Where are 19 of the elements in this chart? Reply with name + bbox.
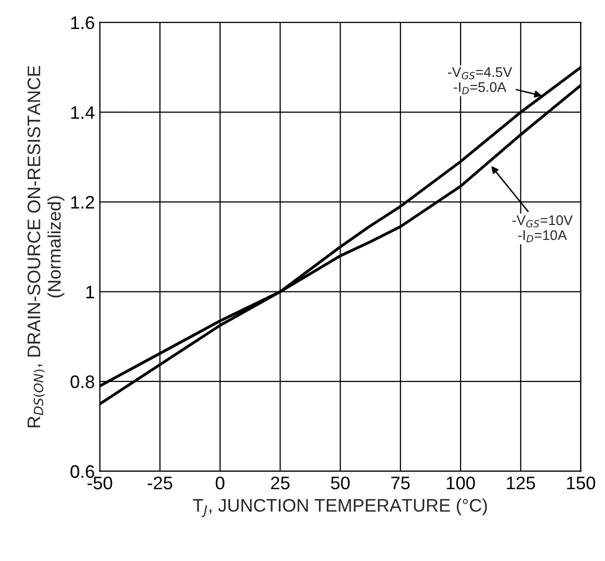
x-tick-label: 75 [391, 476, 410, 490]
x-axis-title: T$_{J}$, JUNCTION TEMPERATURE (°C) [192, 498, 487, 518]
series-label: -V$_{GS}$=4.5V -I$_{D}$=5.0A [448, 67, 512, 94]
x-tick-label: 150 [567, 476, 596, 490]
x-tick-label: 50 [330, 476, 350, 490]
x-tick-label: 25 [271, 476, 290, 490]
text: -V$_{GS}$=10V -I$_{D}$=10A [512, 215, 573, 242]
x-tick-label: 125 [506, 476, 535, 490]
x-tick-label: -25 [148, 476, 172, 490]
x-tick-label: 100 [446, 476, 475, 490]
y-tick-label: 1.4 [71, 106, 94, 119]
y-tick-label: 0.6 [70, 465, 94, 478]
y-tick-label: 1.2 [71, 196, 94, 208]
y-tick-label: 1 [86, 286, 94, 298]
x-tick-label: -50 [88, 476, 112, 490]
x-tick-label: 0 [216, 476, 224, 490]
y-axis-title: R$_{DS(ON)}$, DRAIN-SOURCE ON-RESISTANCE (Normalized) [28, 66, 64, 428]
y-tick-label: 0.8 [70, 375, 94, 388]
y-tick-label: 1.6 [71, 16, 94, 30]
